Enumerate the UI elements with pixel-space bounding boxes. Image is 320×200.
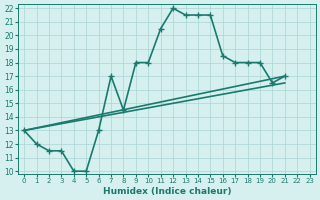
X-axis label: Humidex (Indice chaleur): Humidex (Indice chaleur)	[103, 187, 231, 196]
